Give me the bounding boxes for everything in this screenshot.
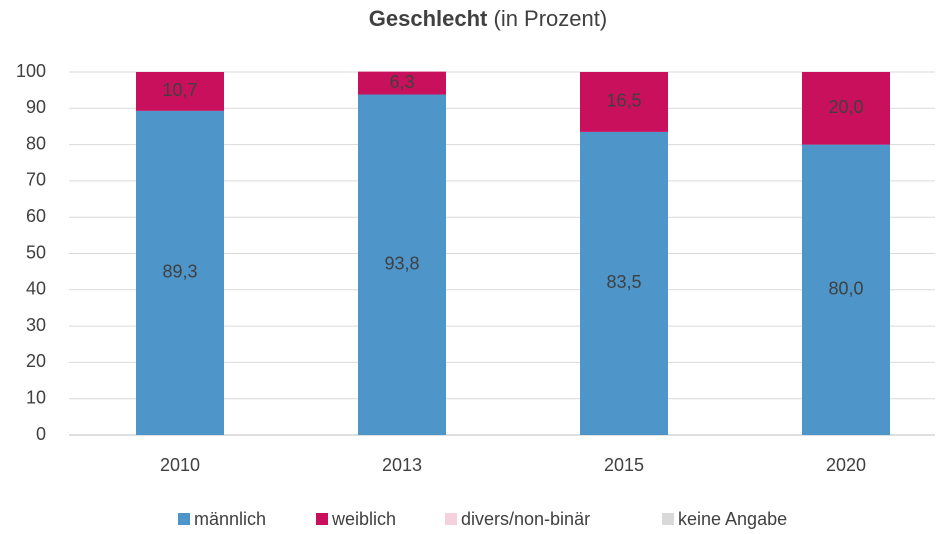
bar-segment	[802, 144, 890, 435]
legend-label: divers/non-binär	[461, 509, 590, 529]
title: Geschlecht	[369, 6, 488, 31]
y-tick-label: 0	[36, 424, 46, 444]
bar-segment	[358, 71, 446, 95]
bar-segment	[580, 72, 668, 132]
y-tick-label: 40	[26, 279, 46, 299]
data-label: 10,7	[162, 80, 197, 100]
data-label: 80,0	[828, 279, 863, 299]
legend-swatch	[316, 513, 328, 525]
legend-swatch	[662, 513, 674, 525]
legend-swatch	[178, 513, 190, 525]
legend-label: weiblich	[331, 509, 396, 529]
bar-segment	[358, 94, 446, 436]
y-tick-label: 20	[26, 351, 46, 371]
x-tick-label: 2013	[382, 455, 422, 475]
data-label: 20,0	[828, 97, 863, 117]
bar-segment	[136, 72, 224, 111]
bar-segment	[580, 131, 668, 435]
y-tick-label: 60	[26, 206, 46, 226]
data-label: 6,3	[389, 72, 414, 92]
x-tick-label: 2015	[604, 455, 644, 475]
data-label: 83,5	[606, 272, 641, 292]
y-tick-label: 100	[16, 61, 46, 81]
chart-title: Geschlecht (in Prozent)	[369, 6, 607, 31]
data-label: 16,5	[606, 91, 641, 111]
y-tick-label: 80	[26, 133, 46, 153]
data-label: 93,8	[384, 254, 419, 274]
legend-label: männlich	[194, 509, 266, 529]
x-tick-label: 2020	[826, 455, 866, 475]
y-tick-label: 90	[26, 97, 46, 117]
data-label: 89,3	[162, 262, 197, 282]
y-tick-label: 70	[26, 170, 46, 190]
y-tick-label: 50	[26, 242, 46, 262]
y-tick-label: 10	[26, 387, 46, 407]
x-tick-label: 2010	[160, 455, 200, 475]
y-tick-label: 30	[26, 315, 46, 335]
subtitle: (in Prozent)	[494, 6, 608, 31]
legend-label: keine Angabe	[678, 509, 787, 529]
legend-swatch	[445, 513, 457, 525]
bar-segment	[802, 72, 890, 145]
bar-segment	[136, 110, 224, 435]
